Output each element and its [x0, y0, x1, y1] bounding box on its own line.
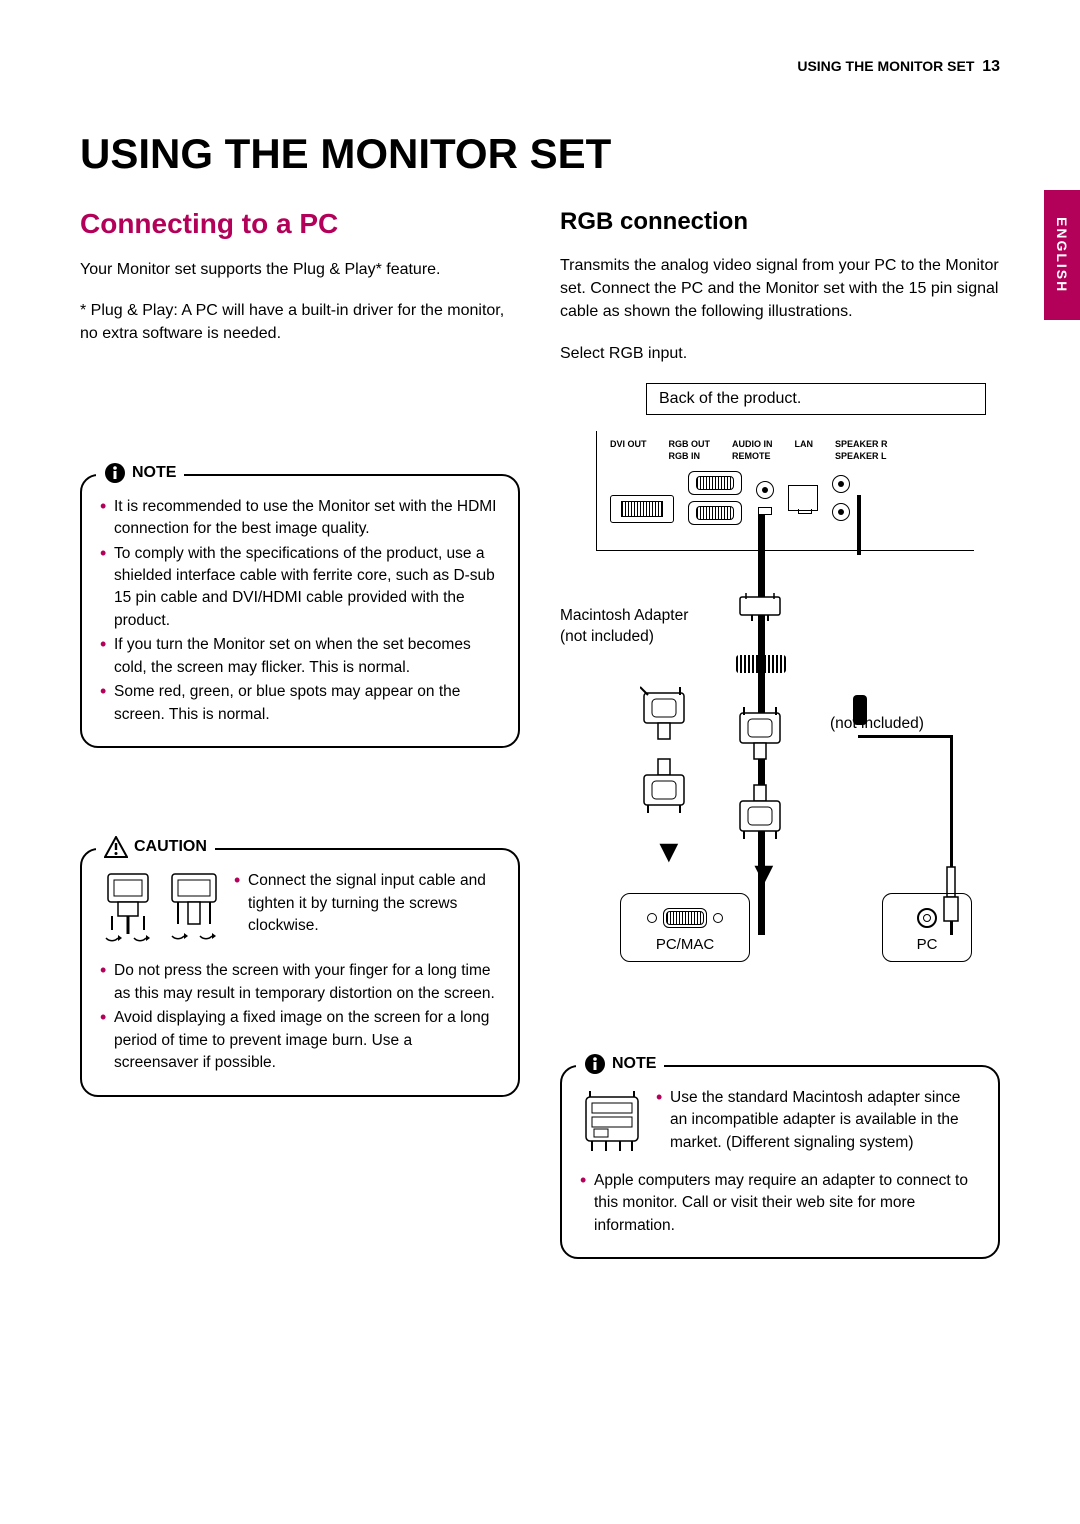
caution-label-text: CAUTION [134, 838, 207, 856]
language-tab: ENGLISH [1044, 190, 1080, 320]
list-item: It is recommended to use the Monitor set… [100, 496, 500, 541]
connector-illustration [100, 870, 222, 950]
port-label: REMOTE [732, 451, 773, 461]
section-heading: Connecting to a PC [80, 208, 520, 240]
port-row [610, 471, 850, 525]
arrow-down-icon: ▼ [653, 833, 685, 870]
destination-box: PC/MAC [620, 893, 750, 962]
info-icon [584, 1053, 606, 1075]
list-item: Connect the signal input cable and tight… [234, 870, 500, 937]
note-list: It is recommended to use the Monitor set… [100, 496, 500, 727]
diagram-caption: Back of the product. [646, 383, 986, 415]
connection-diagram: DVI OUT RGB OUT RGB IN AUDIO IN REMOTE L… [560, 415, 1000, 1035]
note-label: NOTE [576, 1053, 664, 1075]
section-heading: RGB connection [560, 208, 1000, 236]
destination-label: PC/MAC [656, 936, 714, 953]
body-paragraph: Your Monitor set supports the Plug & Pla… [80, 258, 520, 281]
port-label: DVI OUT [610, 439, 647, 461]
speaker-jack-icon [832, 503, 850, 521]
note-label-text: NOTE [612, 1055, 656, 1073]
warning-icon [104, 836, 128, 858]
ferrite-icon [736, 655, 786, 673]
list-item: Avoid displaying a fixed image on the sc… [100, 1007, 500, 1074]
cable-line [858, 735, 952, 738]
port-label: SPEAKER R [835, 439, 888, 449]
mac-adapter-label: Macintosh Adapter (not included) [560, 605, 688, 648]
running-header: USING THE MONITOR SET 13 [797, 58, 1000, 76]
port-label: LAN [795, 439, 814, 461]
port-label: RGB IN [669, 451, 711, 461]
list-item: Some red, green, or blue spots may appea… [100, 681, 500, 726]
dvi-port-icon [610, 495, 674, 523]
arrow-down-icon: ▼ [748, 855, 780, 892]
vga-port-icon [688, 471, 742, 495]
destination-label: PC [917, 936, 938, 953]
vga-port-icon [688, 501, 742, 525]
port-labels-row: DVI OUT RGB OUT RGB IN AUDIO IN REMOTE L… [610, 439, 1000, 461]
content-columns: Connecting to a PC Your Monitor set supp… [80, 208, 1000, 1259]
mac-adapter-illustration [580, 1087, 644, 1164]
destination-box: PC [882, 893, 972, 962]
body-paragraph: Select RGB input. [560, 342, 1000, 365]
vga-plug-icon [640, 685, 688, 745]
page-title: USING THE MONITOR SET [80, 130, 1000, 178]
speaker-jack-icon [832, 475, 850, 493]
label-text: Macintosh Adapter [560, 607, 688, 624]
port-label: SPEAKER L [835, 451, 888, 461]
vga-port-icon [663, 908, 707, 928]
note-label: NOTE [96, 462, 184, 484]
list-item: Use the standard Macintosh adapter since… [656, 1087, 980, 1154]
note-callout: NOTE Use the standard Macintosh adapter … [560, 1065, 1000, 1259]
page-number: 13 [982, 58, 1000, 75]
port-label: RGB OUT [669, 439, 711, 449]
list-item: If you turn the Monitor set on when the … [100, 634, 500, 679]
port-label: AUDIO IN [732, 439, 773, 449]
vga-plug-icon [640, 755, 688, 815]
mac-adapter-icon [738, 591, 782, 626]
lan-port-icon [788, 485, 818, 511]
audio-jack-icon [756, 481, 774, 499]
vga-plug-icon [736, 705, 784, 765]
right-column: RGB connection Transmits the analog vide… [560, 208, 1000, 1259]
note-callout: NOTE It is recommended to use the Monito… [80, 474, 520, 749]
list-item: Do not press the screen with your finger… [100, 960, 500, 1005]
list-item: Apple computers may require an adapter t… [580, 1170, 980, 1237]
body-paragraph: * Plug & Play: A PC will have a built-in… [80, 299, 520, 345]
manual-page: USING THE MONITOR SET 13 ENGLISH USING T… [0, 0, 1080, 1299]
label-text: (not included) [560, 628, 654, 645]
caution-label: CAUTION [96, 836, 215, 858]
vga-plug-icon [736, 781, 784, 841]
cable-line [857, 495, 861, 555]
list-item: To comply with the specifications of the… [100, 543, 500, 633]
left-column: Connecting to a PC Your Monitor set supp… [80, 208, 520, 1259]
note-label-text: NOTE [132, 464, 176, 482]
info-icon [104, 462, 126, 484]
body-paragraph: Transmits the analog video signal from y… [560, 254, 1000, 324]
header-section: USING THE MONITOR SET [797, 58, 974, 74]
caution-callout: CAUTION Connect the signal input cable a… [80, 848, 520, 1096]
not-included-label: (not included) [830, 715, 924, 733]
